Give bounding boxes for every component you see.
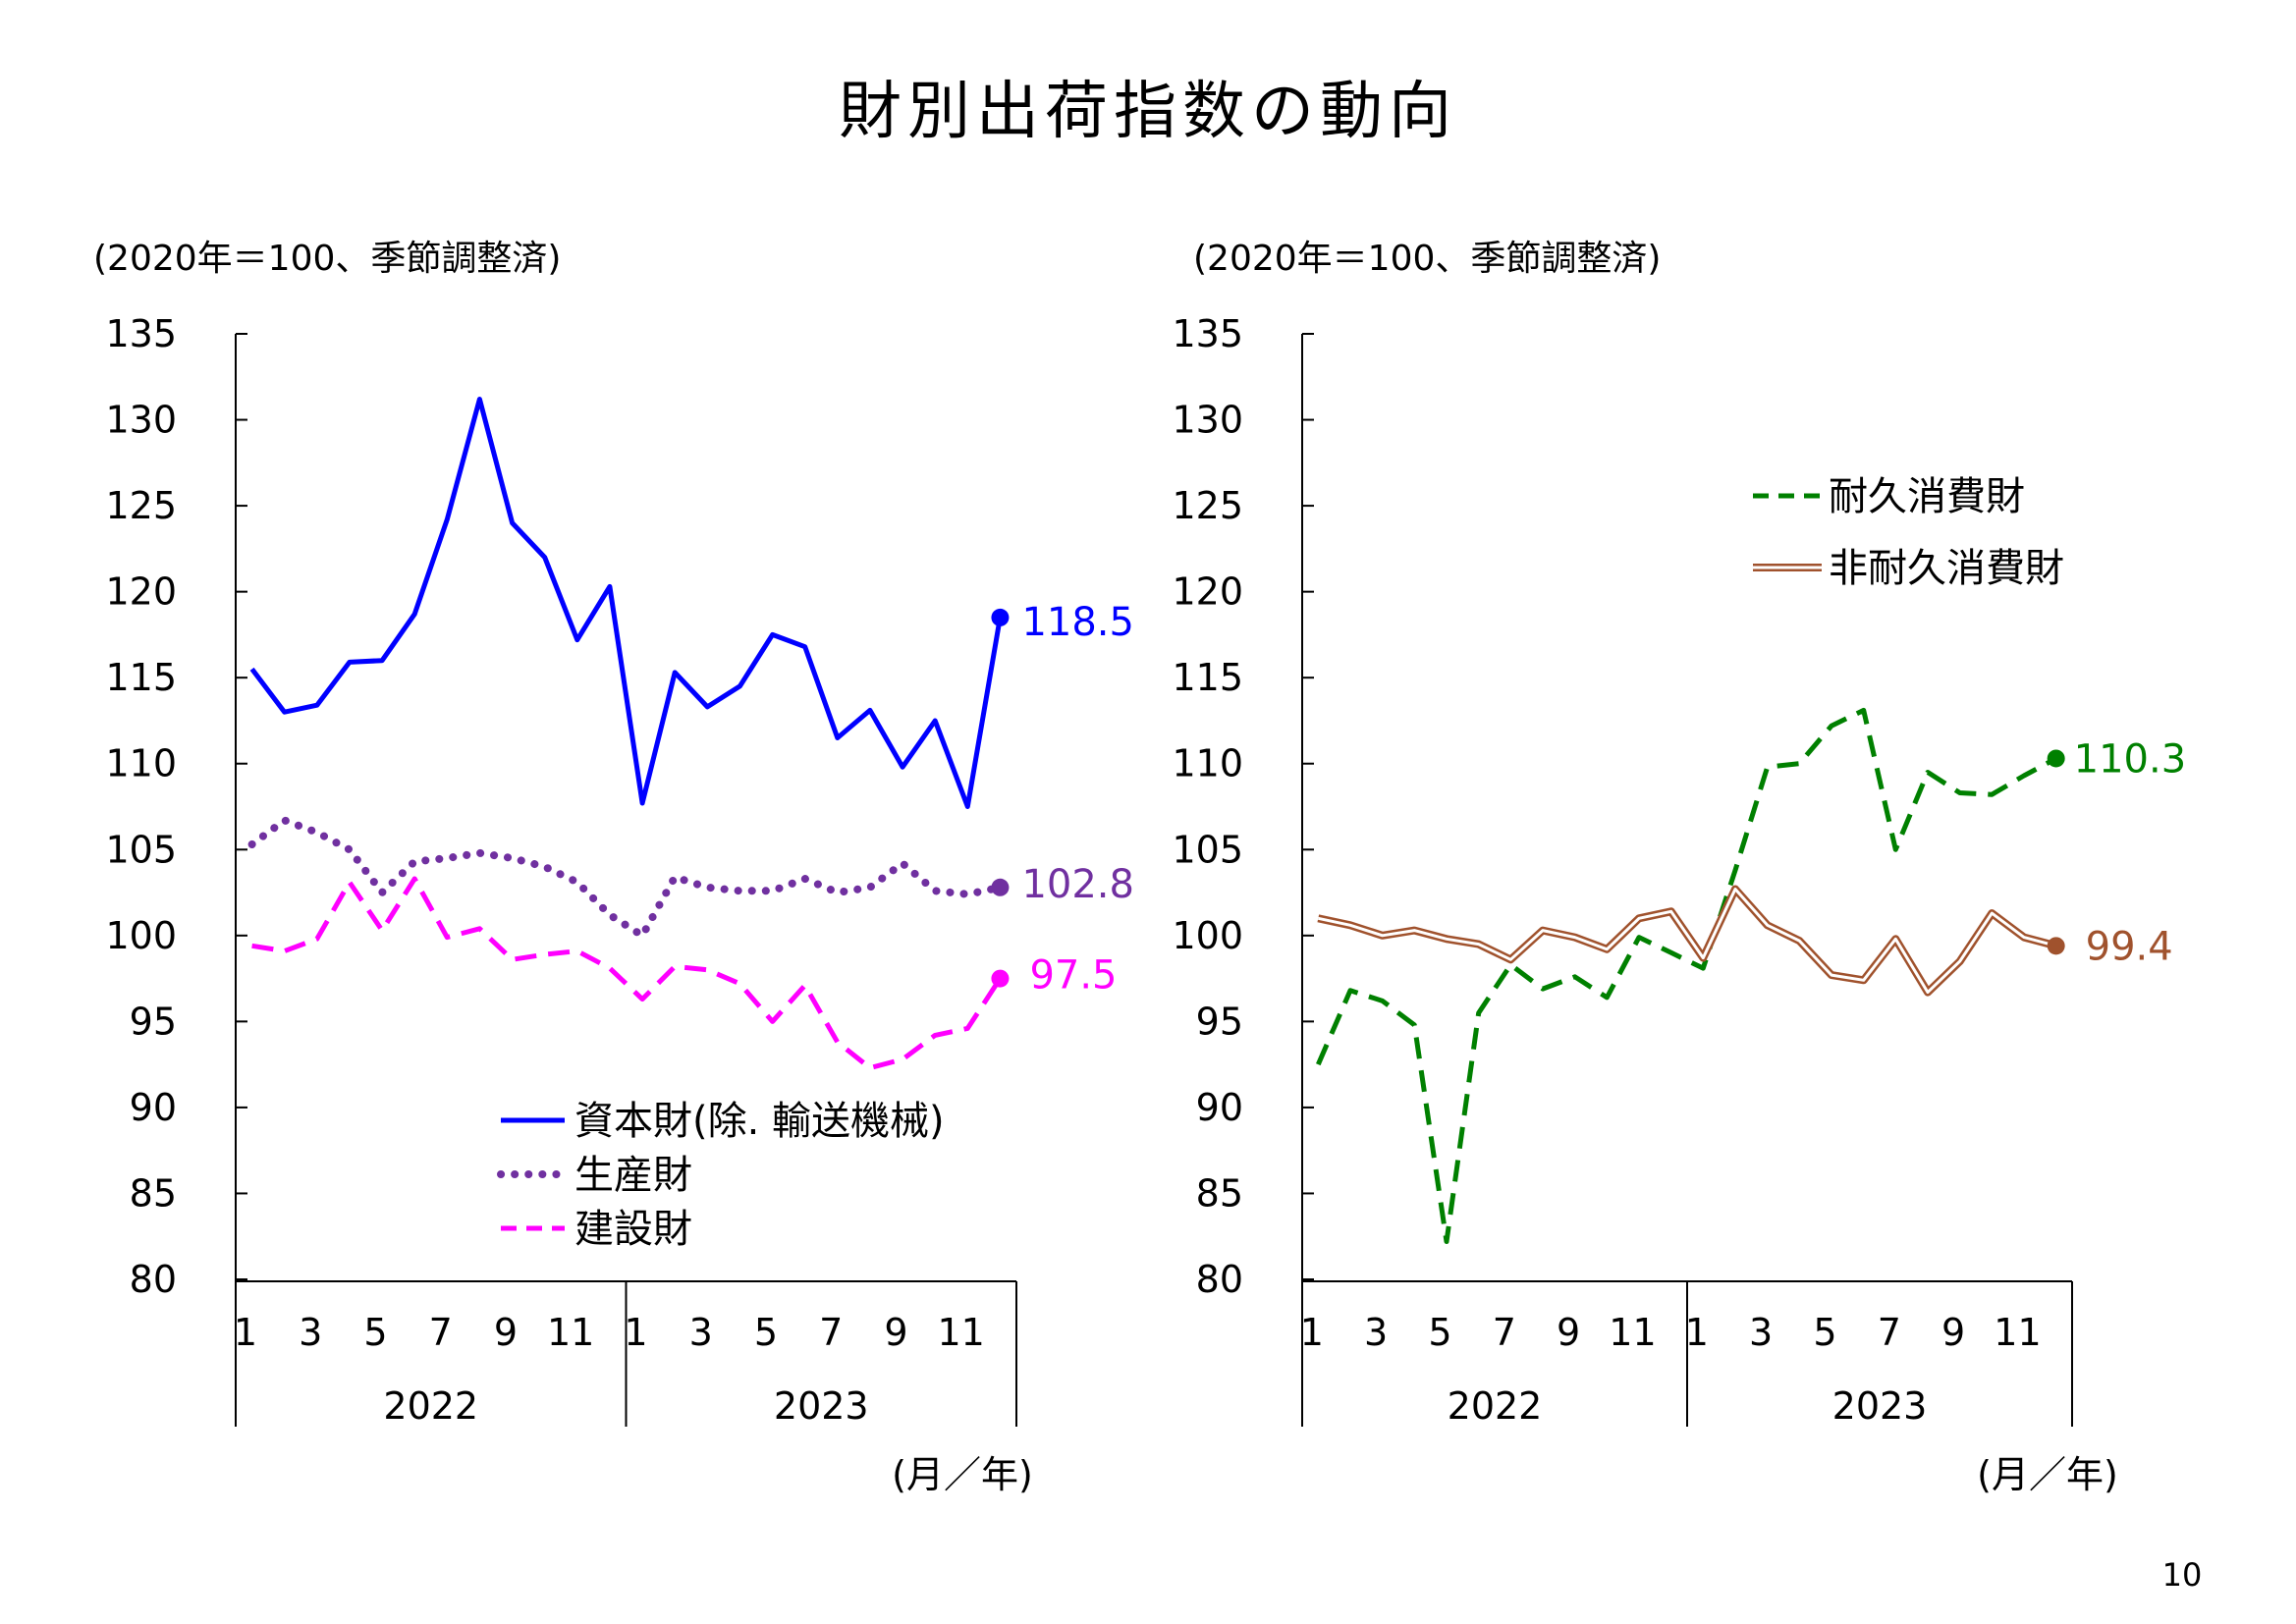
y-tick-label: 125 — [105, 484, 177, 527]
y-tick-label: 90 — [1196, 1086, 1243, 1129]
y-tick-label: 110 — [1172, 742, 1243, 785]
y-tick-label: 115 — [105, 656, 177, 699]
y-tick-label: 115 — [1172, 656, 1243, 699]
series-end-label: 99.4 — [2086, 924, 2173, 969]
x-axis-label: (月／年) — [892, 1453, 1033, 1496]
x-tick-label: 9 — [494, 1311, 518, 1354]
legend-label: 資本財(除. 輸送機械) — [574, 1099, 945, 1144]
y-tick-label: 95 — [1196, 1000, 1243, 1043]
series-end-marker — [2047, 937, 2065, 955]
y-tick-label: 85 — [1196, 1171, 1243, 1215]
y-tick-label: 110 — [105, 742, 177, 785]
x-tick-label: 7 — [819, 1311, 843, 1354]
series-end-label: 110.3 — [2074, 736, 2187, 782]
y-tick-label: 130 — [105, 399, 177, 442]
series-end-marker — [991, 969, 1010, 988]
x-tick-label: 11 — [547, 1311, 594, 1354]
series-2: 97.5 — [251, 876, 1118, 1071]
y-tick-label: 135 — [105, 312, 177, 355]
y-tick-label: 105 — [1172, 828, 1243, 871]
unit-note: (2020年＝100、季節調整済) — [1193, 239, 1661, 279]
series-end-marker — [991, 878, 1010, 896]
legend-label: 建設財 — [574, 1207, 692, 1252]
y-tick-label: 125 — [1172, 484, 1243, 527]
x-tick-label: 9 — [1557, 1311, 1580, 1354]
page-number: 10 — [2162, 1556, 2203, 1594]
x-tick-label: 7 — [429, 1311, 453, 1354]
y-tick-label: 100 — [1172, 914, 1243, 957]
series-end-label: 97.5 — [1029, 953, 1117, 999]
chart-durable-nondurable-consumer: (2020年＝100、季節調整済)80859095100105110115120… — [1172, 239, 2186, 1496]
x-tick-label: 1 — [624, 1311, 647, 1354]
x-tick-label: 3 — [689, 1311, 713, 1354]
series-0: 110.3 — [1316, 707, 2187, 1244]
x-tick-label: 1 — [234, 1311, 257, 1354]
y-tick-label: 100 — [105, 914, 177, 957]
series-line — [249, 397, 1003, 809]
x-axis-label: (月／年) — [1977, 1453, 2118, 1496]
chart-capital-production-construction: (2020年＝100、季節調整済)80859095100105110115120… — [93, 239, 1134, 1496]
x-tick-label: 5 — [754, 1311, 778, 1354]
y-tick-label: 80 — [130, 1258, 177, 1301]
unit-note: (2020年＝100、季節調整済) — [93, 239, 561, 279]
x-tick-label: 3 — [299, 1311, 322, 1354]
series-line — [251, 876, 1003, 1071]
y-tick-label: 95 — [130, 1000, 177, 1043]
y-tick-label: 120 — [105, 570, 177, 614]
series-0: 118.5 — [249, 397, 1134, 809]
x-tick-label: 7 — [1493, 1311, 1516, 1354]
series-1: 99.4 — [1317, 885, 2173, 997]
x-tick-label: 1 — [1685, 1311, 1709, 1354]
series-end-label: 102.8 — [1021, 862, 1134, 907]
y-tick-label: 105 — [105, 828, 177, 871]
series-line-inner — [1317, 888, 2057, 995]
x-tick-label: 1 — [1300, 1311, 1324, 1354]
x-tick-label: 3 — [1364, 1311, 1388, 1354]
series-line — [1316, 707, 2057, 1244]
series-end-marker — [991, 608, 1010, 626]
series-end-marker — [2047, 749, 2065, 768]
y-tick-label: 90 — [130, 1086, 177, 1129]
legend-label: 生産財 — [574, 1153, 692, 1198]
y-tick-label: 135 — [1172, 312, 1243, 355]
legend-label: 耐久消費財 — [1829, 474, 2025, 519]
legend-label: 非耐久消費財 — [1829, 546, 2064, 591]
year-label: 2022 — [383, 1384, 478, 1428]
y-tick-label: 130 — [1172, 399, 1243, 442]
y-tick-label: 80 — [1196, 1258, 1243, 1301]
y-tick-label: 120 — [1172, 570, 1243, 614]
y-tick-label: 85 — [130, 1171, 177, 1215]
series-line — [247, 816, 1005, 940]
x-tick-label: 9 — [884, 1311, 907, 1354]
x-tick-label: 5 — [1428, 1311, 1451, 1354]
year-label: 2023 — [1832, 1384, 1928, 1428]
x-tick-label: 3 — [1749, 1311, 1773, 1354]
x-tick-label: 9 — [1941, 1311, 1965, 1354]
series-end-label: 118.5 — [1021, 600, 1134, 645]
x-tick-label: 5 — [363, 1311, 387, 1354]
year-label: 2022 — [1448, 1384, 1543, 1428]
page-title: 財別出荷指数の動向 — [839, 76, 1457, 148]
x-tick-label: 11 — [938, 1311, 985, 1354]
series-1: 102.8 — [247, 816, 1134, 940]
x-tick-label: 5 — [1813, 1311, 1836, 1354]
x-tick-label: 11 — [1609, 1311, 1656, 1354]
x-tick-label: 11 — [1994, 1311, 2041, 1354]
year-label: 2023 — [774, 1384, 869, 1428]
x-tick-label: 7 — [1878, 1311, 1901, 1354]
